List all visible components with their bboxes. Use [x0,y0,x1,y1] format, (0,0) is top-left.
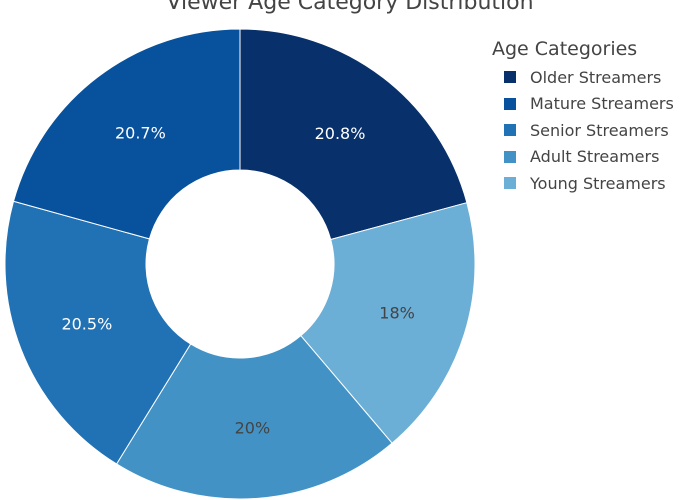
chart-title: Viewer Age Category Distribution [166,0,534,15]
legend-label: Senior Streamers [530,120,669,140]
legend-item-young[interactable]: Young Streamers [492,170,674,197]
legend: Age Categories Older Streamers Mature St… [492,38,674,197]
legend-label: Adult Streamers [530,147,660,167]
slice-older-streamers[interactable] [239,28,468,241]
legend-swatch [504,97,516,110]
legend-item-adult[interactable]: Adult Streamers [492,144,674,171]
slice-young-streamers[interactable] [115,334,393,500]
slice-label-older-streamers: 20.8% [315,124,366,143]
legend-label: Older Streamers [530,67,662,87]
legend-swatch [504,150,516,163]
legend-item-mature[interactable]: Mature Streamers [492,91,674,118]
legend-title: Age Categories [492,38,638,60]
slice-label-mature-streamers: 20.7% [115,124,166,143]
slice-label-senior-streamers: 20.5% [61,315,112,334]
legend-item-senior[interactable]: Senior Streamers [492,117,674,144]
slice-senior-streamers[interactable] [4,200,192,465]
slice-mature-streamers[interactable] [12,28,241,240]
legend-swatch [504,71,516,84]
legend-label: Mature Streamers [530,94,674,114]
slice-label-young-streamers: 20% [235,419,271,438]
slice-label-adult-streamers: 18% [379,303,415,322]
legend-swatch [504,124,516,137]
legend-item-older[interactable]: Older Streamers [492,64,674,91]
slice-adult-streamers[interactable] [300,202,476,444]
legend-swatch [504,177,516,190]
legend-label: Young Streamers [530,173,666,193]
